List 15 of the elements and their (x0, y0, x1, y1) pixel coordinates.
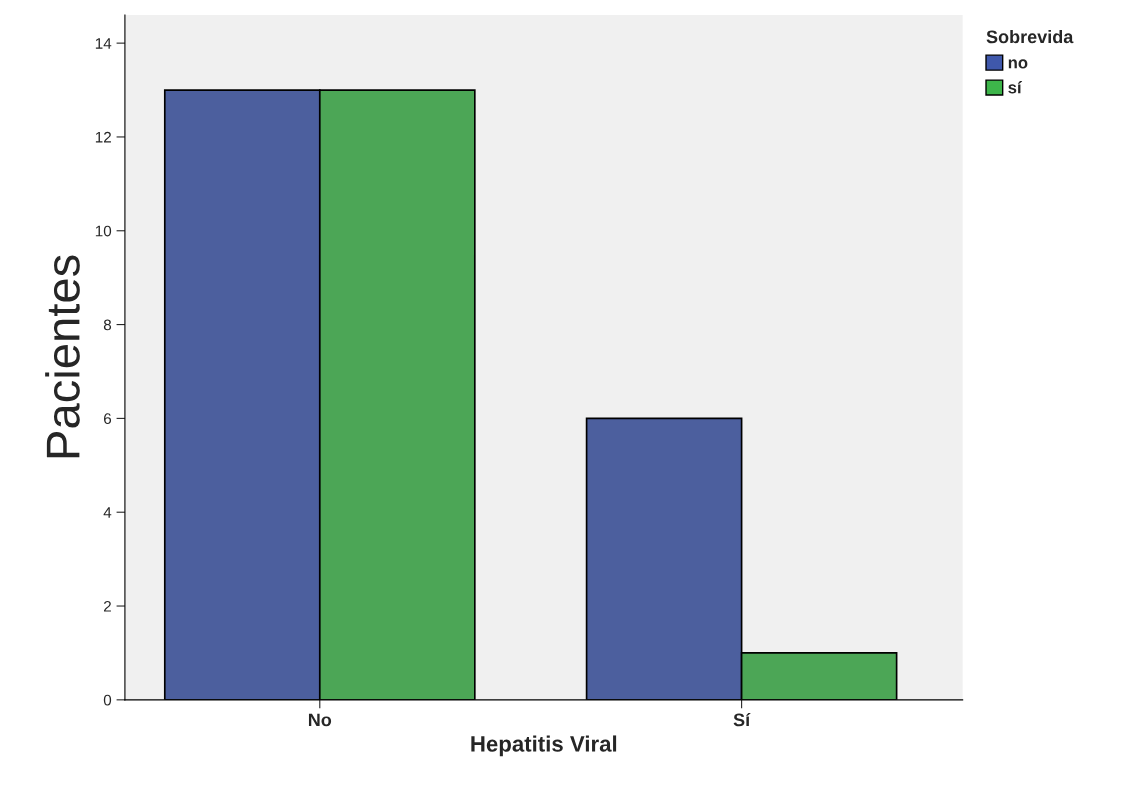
y-tick-label: 14 (95, 38, 112, 49)
x-tick-label: No (308, 713, 332, 727)
y-tick-label: 6 (104, 413, 112, 425)
legend-title: Sobrevida (986, 29, 1074, 44)
y-tick-label: 2 (103, 600, 111, 612)
legend-label: sí (1008, 81, 1023, 94)
x-axis-title: Hepatitis Viral (471, 735, 617, 757)
y-tick-label: 8 (103, 319, 112, 331)
y-tick-label: 12 (95, 131, 111, 143)
y-tick-label: 0 (103, 694, 112, 706)
x-tick-label: Sí (733, 712, 751, 727)
y-tick-label: 10 (95, 225, 112, 237)
y-axis-title: Pacientes (45, 255, 80, 458)
legend-label: no (1008, 59, 1028, 69)
y-tick-label: 4 (103, 507, 112, 518)
